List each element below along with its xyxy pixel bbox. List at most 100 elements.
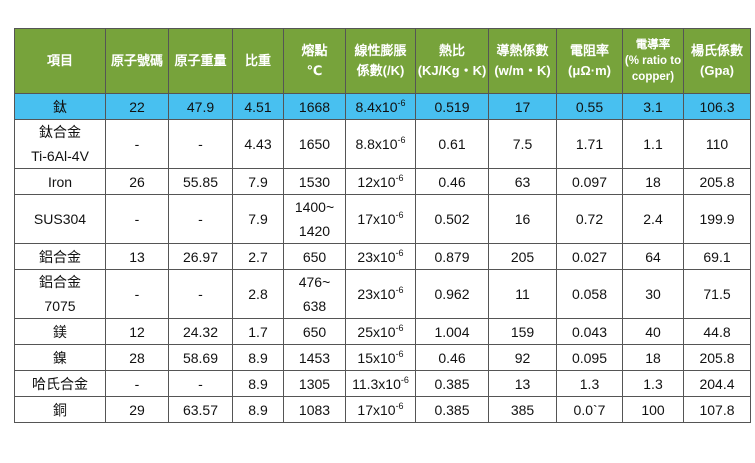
cell-text: 63 bbox=[514, 173, 531, 190]
header-cell: 楊氏係數 (Gpa) bbox=[683, 28, 751, 94]
cell-text: 30 bbox=[645, 286, 661, 302]
cell: 鈦 bbox=[14, 93, 106, 120]
cell-text: 199.9 bbox=[699, 211, 735, 227]
cell: 0.502 bbox=[415, 194, 489, 244]
cell-text: 鋁合金 bbox=[39, 274, 81, 290]
table-row: 鈦 22 47.9 4.51 1668 8.4x10-6 0.519 17 0.55 3.1 106… bbox=[14, 93, 751, 120]
cell-text: 107.8 bbox=[699, 401, 735, 418]
cell: 8.9 bbox=[232, 396, 284, 423]
cell: 18 bbox=[622, 344, 684, 371]
header-cell: 原子號碼 bbox=[105, 28, 169, 94]
cell: SUS304 bbox=[14, 194, 106, 244]
cell: 23x10-6 bbox=[345, 269, 416, 319]
cell-text: (w/m・K) bbox=[494, 63, 551, 78]
cell-text: (% ratio to bbox=[624, 55, 682, 67]
cell-text: 2.4 bbox=[643, 211, 663, 227]
cell: 17x10-6 bbox=[345, 194, 416, 244]
header-cell: 熱比 (KJ/Kg・K) bbox=[415, 28, 489, 94]
cell-text: (KJ/Kg・K) bbox=[417, 63, 487, 78]
cell: 0.46 bbox=[415, 344, 489, 371]
cell: - bbox=[168, 370, 233, 397]
cell: 159 bbox=[488, 318, 557, 345]
exponent: -6 bbox=[395, 172, 404, 183]
cell-text: 13 bbox=[514, 375, 531, 392]
cell-text: 比重 bbox=[244, 53, 271, 68]
cell-text: 205 bbox=[510, 248, 535, 265]
cell-text: 1400~ bbox=[294, 199, 335, 215]
table-row: 銅 29 63.57 8.9 1083 17x10-6 0.385 385 0.0`7 100 10… bbox=[14, 396, 751, 423]
cell-text: 銅 bbox=[53, 401, 67, 418]
cell: 0.027 bbox=[556, 243, 623, 270]
cell: 12x10-6 bbox=[345, 168, 416, 195]
table-row: 哈氏合金 - - 8.9 1305 11.3x10-6 0.385 13 1.3 1.3 204.4 bbox=[14, 370, 751, 397]
cell-text: 16 bbox=[514, 211, 531, 227]
cell: 1650 bbox=[283, 119, 346, 169]
table-row: Iron 26 55.85 7.9 1530 12x10-6 0.46 63 0.097 18 20… bbox=[14, 168, 751, 195]
cell-text: 原子號碼 bbox=[110, 53, 163, 68]
cell: 55.85 bbox=[168, 168, 233, 195]
cell: 18 bbox=[622, 168, 684, 195]
cell: 鎳 bbox=[14, 344, 106, 371]
cell: 鎂 bbox=[14, 318, 106, 345]
cell-text: 110 bbox=[705, 136, 729, 152]
header-row: 項目 原子號碼 原子重量 比重 熔點 ℃ 線性膨脹 係數(/K) 熱比 (KJ/Kg・K) 導熱係數… bbox=[14, 28, 751, 94]
cell: 92 bbox=[488, 344, 557, 371]
cell: 0.55 bbox=[556, 93, 623, 120]
cell-text: 8.4x10 bbox=[355, 98, 398, 115]
cell: 鋁合金 bbox=[14, 243, 106, 270]
cell: 26 bbox=[105, 168, 169, 195]
cell-text: (μΩ·m) bbox=[568, 63, 611, 78]
cell-text: 0.72 bbox=[575, 211, 604, 227]
cell-text: 13 bbox=[129, 248, 145, 265]
table-row: 鋁合金 13 26.97 2.7 650 23x10-6 0.879 205 0.027 64 69… bbox=[14, 243, 751, 270]
exponent: -6 bbox=[397, 97, 406, 108]
cell-text: 鎂 bbox=[53, 323, 67, 340]
cell-text: 0.879 bbox=[434, 248, 470, 265]
header-cell: 電導率 (% ratio to copper) bbox=[622, 28, 684, 94]
exponent: -6 bbox=[395, 322, 404, 333]
cell: 0.0`7 bbox=[556, 396, 623, 423]
table-row: 鋁合金 7075 - - 2.8 476~ 638 23x10-6 0.962 11 0.058 30… bbox=[14, 269, 751, 319]
cell: 2.8 bbox=[232, 269, 284, 319]
cell-text: (Gpa) bbox=[700, 63, 734, 78]
cell-text: 69.1 bbox=[703, 248, 731, 265]
cell-text: 0.46 bbox=[438, 349, 466, 366]
cell-text: 8.9 bbox=[248, 375, 268, 392]
cell-text: 204.4 bbox=[699, 375, 735, 392]
exponent: -6 bbox=[400, 374, 409, 385]
cell: - bbox=[168, 119, 233, 169]
cell-text: 92 bbox=[514, 349, 531, 366]
cell-text: 電導率 bbox=[635, 39, 671, 51]
header-cell: 熔點 ℃ bbox=[283, 28, 346, 94]
cell-text: - bbox=[134, 375, 140, 392]
cell-text: 線性膨脹 bbox=[354, 43, 407, 58]
cell: - bbox=[105, 370, 169, 397]
cell-text: 楊氏係數 bbox=[690, 43, 743, 58]
cell: 650 bbox=[283, 318, 346, 345]
cell-text: 7.9 bbox=[248, 173, 268, 190]
cell: 110 bbox=[683, 119, 751, 169]
cell-text: 2.8 bbox=[248, 286, 268, 302]
cell: 63.57 bbox=[168, 396, 233, 423]
cell-text: 1.1 bbox=[643, 136, 663, 152]
cell: 鈦合金 Ti-6Al-4V bbox=[14, 119, 106, 169]
cell-text: Iron bbox=[47, 173, 73, 190]
cell-text: 205.8 bbox=[699, 173, 735, 190]
cell: 15x10-6 bbox=[345, 344, 416, 371]
cell-text: 0.385 bbox=[434, 401, 470, 418]
cell: 1.004 bbox=[415, 318, 489, 345]
cell-text: 熔點 bbox=[301, 43, 328, 58]
cell: 44.8 bbox=[683, 318, 751, 345]
cell-text: 26 bbox=[129, 173, 145, 190]
exponent: -6 bbox=[395, 348, 404, 359]
cell-text: 係數(/K) bbox=[356, 63, 405, 78]
cell: 7.9 bbox=[232, 194, 284, 244]
cell-text: 1.71 bbox=[575, 136, 604, 152]
cell-text: 18 bbox=[645, 173, 661, 190]
cell-text: 8.9 bbox=[248, 349, 268, 366]
cell-text: 17 bbox=[514, 98, 531, 115]
cell-text: 64 bbox=[645, 248, 661, 265]
cell-text: 7.9 bbox=[248, 211, 268, 227]
cell-text: 58.69 bbox=[182, 349, 219, 366]
table-row: 鎂 12 24.32 1.7 650 25x10-6 1.004 159 0.043 40 44.8 bbox=[14, 318, 751, 345]
